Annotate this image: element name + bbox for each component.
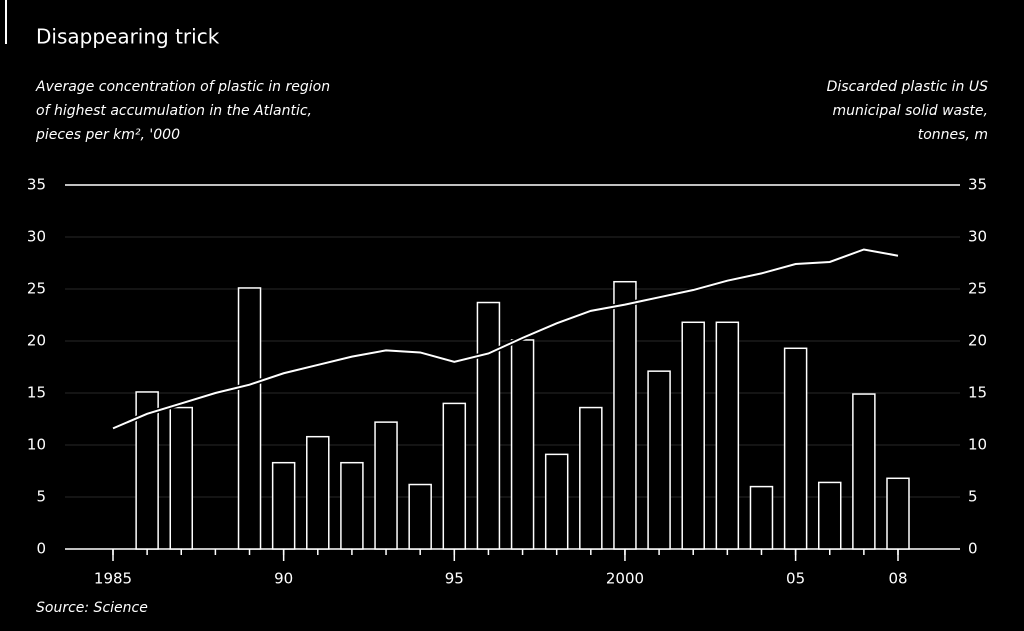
bar — [408, 483, 432, 550]
y2-tick-label: 25 — [968, 280, 987, 298]
x-tick-label: 08 — [888, 570, 907, 588]
bar — [237, 287, 262, 550]
bar — [510, 339, 535, 550]
y-tick-label: 25 — [27, 280, 46, 298]
y-tick-label: 30 — [27, 228, 46, 246]
y-tick-label: 5 — [36, 488, 46, 506]
source: Source: Science — [36, 600, 148, 616]
bar — [306, 435, 330, 550]
bar — [579, 406, 603, 550]
bar — [715, 321, 740, 550]
right-axis-label: tonnes, m — [918, 127, 988, 143]
x-tick-label: 05 — [786, 570, 805, 588]
y2-tick-label: 15 — [968, 384, 987, 402]
bar — [169, 406, 194, 550]
y2-tick-label: 30 — [968, 228, 987, 246]
bar — [135, 391, 159, 550]
bar — [544, 453, 569, 550]
y-tick-label: 35 — [27, 176, 46, 194]
x-tick-label: 90 — [274, 570, 293, 588]
bar — [783, 347, 808, 550]
bar — [613, 280, 637, 550]
left-axis-label: Average concentration of plastic in regi… — [35, 79, 330, 95]
bar — [749, 485, 774, 550]
y2-tick-label: 20 — [968, 332, 987, 350]
chart-title: Disappearing trick — [36, 25, 220, 49]
y2-tick-label: 5 — [968, 488, 978, 506]
bar — [681, 321, 705, 550]
line — [112, 248, 899, 430]
right-axis-label: municipal solid waste, — [832, 103, 988, 119]
y-tick-label: 20 — [27, 332, 46, 350]
line — [112, 246, 899, 431]
left-axis-label: pieces per km², '000 — [35, 127, 180, 143]
y2-tick-label: 35 — [968, 176, 987, 194]
bar — [442, 402, 467, 550]
bar — [886, 477, 910, 550]
x-tick-label: 2000 — [606, 570, 644, 588]
bar — [817, 481, 842, 550]
bar — [374, 421, 398, 550]
y2-tick-label: 10 — [968, 436, 987, 454]
bar — [647, 370, 671, 550]
x-tick-label: 1985 — [94, 570, 132, 588]
bar — [476, 301, 501, 550]
bar — [271, 461, 296, 550]
y-tick-label: 10 — [27, 436, 46, 454]
x-tick-label: 95 — [445, 570, 464, 588]
bar — [340, 461, 364, 550]
right-axis-label: Discarded plastic in US — [827, 79, 988, 95]
y-tick-label: 15 — [27, 384, 46, 402]
left-axis-label: of highest accumulation in the Atlantic, — [36, 103, 312, 119]
y2-tick-label: 0 — [968, 540, 978, 558]
y-tick-label: 0 — [36, 540, 46, 558]
bar — [852, 393, 876, 550]
